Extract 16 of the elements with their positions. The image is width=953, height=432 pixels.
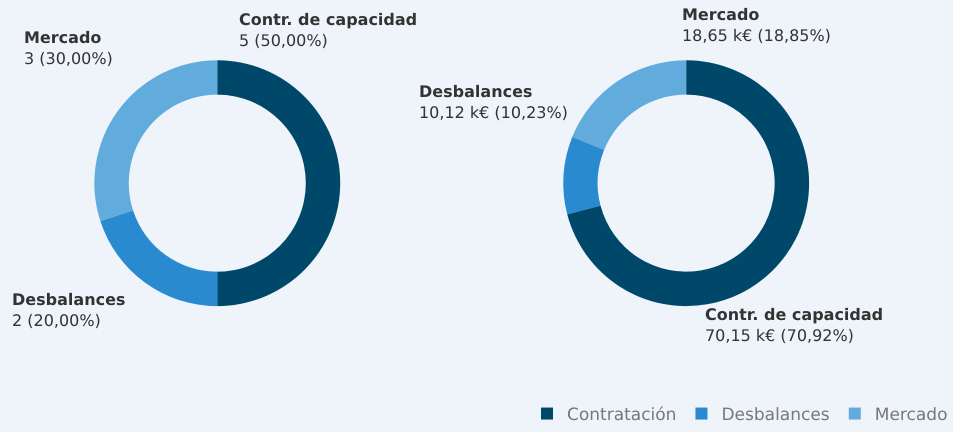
data-label: 10,12 k€ (10,23%) [419, 102, 568, 122]
donut-slice [563, 136, 604, 214]
data-label: 70,15 k€ (70,92%) [705, 326, 854, 345]
data-label: Contr. de capacidad 5 (50,00%) [239, 10, 418, 50]
data-label: Mercado 3 (30,00%) [24, 28, 113, 68]
slice-label: Contr. de capacidad [705, 305, 884, 324]
legend-label: Desbalances [721, 405, 830, 426]
slice-label: Desbalances [419, 82, 532, 101]
donut-slice [572, 60, 686, 150]
data-label: 18,65 k€ (18,85%) [682, 26, 831, 45]
legend-label: Contratación [567, 405, 676, 426]
slice-label: Mercado [682, 5, 760, 24]
donut-slice [217, 60, 340, 306]
data-label: Desbalances 2 (20,00%) [12, 290, 126, 330]
donut-slice [567, 60, 809, 306]
legend-label: Mercado [874, 405, 948, 426]
